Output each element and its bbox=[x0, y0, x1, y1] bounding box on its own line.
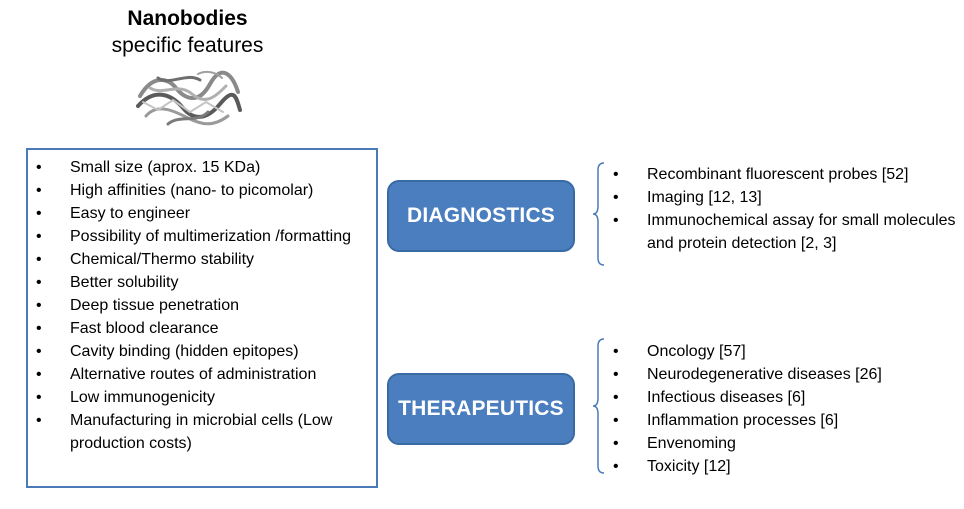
diagnostics-label: DIAGNOSTICS bbox=[387, 180, 575, 252]
list-item: Toxicity [12] bbox=[605, 455, 960, 478]
list-item: Chemical/Thermo stability bbox=[28, 248, 376, 271]
list-item: Envenoming bbox=[605, 432, 960, 455]
list-item: Cavity binding (hidden epitopes) bbox=[28, 340, 376, 363]
subtitle: specific features bbox=[111, 34, 264, 57]
title: Nanobodies bbox=[127, 7, 248, 30]
list-item: Alternative routes of administration bbox=[28, 363, 376, 386]
features-box: Small size (aprox. 15 KDa) High affiniti… bbox=[26, 148, 378, 488]
diagnostics-brace bbox=[592, 162, 605, 266]
diagnostics-list: Recombinant fluorescent probes [52] Imag… bbox=[605, 163, 960, 255]
therapeutics-label: THERAPEUTICS bbox=[387, 373, 575, 445]
list-item: High affinities (nano- to picomolar) bbox=[28, 179, 376, 202]
list-item: Recombinant fluorescent probes [52] bbox=[605, 163, 960, 186]
list-item: Manufacturing in microbial cells (Low pr… bbox=[28, 409, 376, 455]
features-list: Small size (aprox. 15 KDa) High affiniti… bbox=[28, 156, 376, 455]
list-item: Infectious diseases [6] bbox=[605, 386, 960, 409]
list-item: Imaging [12, 13] bbox=[605, 186, 960, 209]
list-item: Inflammation processes [6] bbox=[605, 409, 960, 432]
list-item: Neurodegenerative diseases [26] bbox=[605, 363, 960, 386]
list-item: Possibility of multimerization /formatti… bbox=[28, 225, 376, 248]
list-item: Easy to engineer bbox=[28, 202, 376, 225]
nanobody-structure-image bbox=[136, 70, 242, 126]
list-item: Better solubility bbox=[28, 271, 376, 294]
list-item: Fast blood clearance bbox=[28, 317, 376, 340]
list-item: Oncology [57] bbox=[605, 340, 960, 363]
list-item: Deep tissue penetration bbox=[28, 294, 376, 317]
therapeutics-brace bbox=[592, 338, 605, 474]
list-item: Immunochemical assay for small molecules… bbox=[605, 209, 960, 255]
list-item: Small size (aprox. 15 KDa) bbox=[28, 156, 376, 179]
list-item: Low immunogenicity bbox=[28, 386, 376, 409]
therapeutics-list: Oncology [57] Neurodegenerative diseases… bbox=[605, 340, 960, 478]
